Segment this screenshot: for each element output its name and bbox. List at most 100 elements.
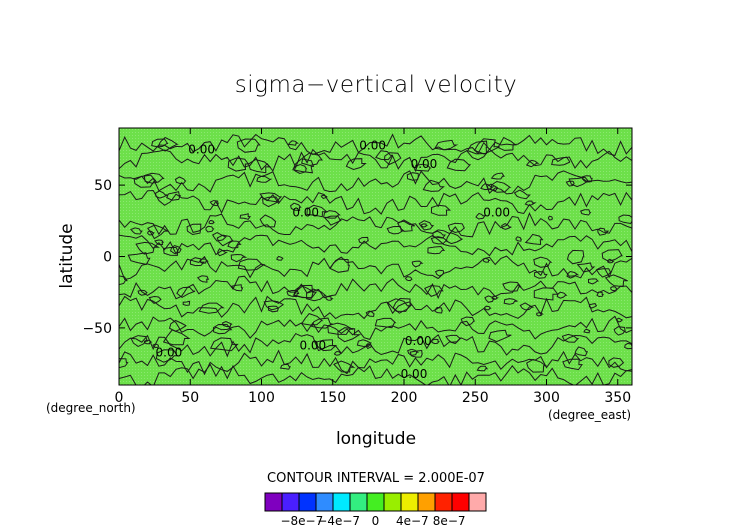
x-tick-label: 150 <box>319 390 346 406</box>
contour-label: 0.00 <box>359 138 386 152</box>
contour-blob <box>561 333 580 343</box>
contour-blob <box>604 274 628 288</box>
contour-blob <box>166 191 181 201</box>
colorbar-swatch <box>383 492 402 512</box>
contour-blob <box>566 270 580 279</box>
contour-blob <box>300 313 324 326</box>
contour-blob <box>566 249 585 265</box>
contour-blob <box>323 215 342 226</box>
contour-blob <box>324 295 334 301</box>
plot-area <box>119 128 632 385</box>
contour-blob <box>320 194 328 199</box>
contour-blob <box>616 317 623 323</box>
contour-blob <box>127 252 151 265</box>
contour-blob <box>551 156 571 166</box>
contour-blob <box>568 176 590 188</box>
contour-blob <box>329 258 350 273</box>
contour-lines <box>119 133 632 385</box>
contour-blob <box>227 157 250 172</box>
contour-blob <box>374 150 394 161</box>
contour-blob <box>306 288 328 302</box>
contour-blob <box>392 297 413 314</box>
contour-blob <box>430 236 449 245</box>
contour-blob <box>205 225 215 233</box>
contour-label: 0.00 <box>292 206 319 220</box>
contour-blob <box>434 269 445 277</box>
colorbar-swatch <box>281 492 300 512</box>
contour-label: 0.00 <box>401 367 428 381</box>
contour-label: 0.00 <box>299 338 326 352</box>
colorbar-tick-label: −8e−7 <box>280 514 323 528</box>
contour-blob <box>189 257 206 267</box>
contour-blob <box>314 339 338 352</box>
contour-label: 0.00 <box>405 334 432 348</box>
contour-blob <box>446 158 472 172</box>
contour-blob <box>610 286 618 292</box>
x-tick-label: 0 <box>115 390 124 406</box>
contour-blob <box>247 158 272 174</box>
contour-blob <box>306 204 328 218</box>
contour-blob <box>580 209 592 216</box>
contour-blob <box>212 232 228 242</box>
contour-blob <box>581 175 593 183</box>
contour-blob <box>503 298 518 305</box>
contour-blob <box>445 231 463 245</box>
colorbar-swatch <box>434 492 453 512</box>
contour-blob <box>162 329 191 346</box>
contour-blob <box>155 349 179 363</box>
contour-blob <box>524 233 544 246</box>
contour-blob <box>601 249 623 262</box>
contour-interval: CONTOUR INTERVAL = 2.000E-07 <box>267 471 485 486</box>
colorbar-swatch <box>451 492 470 512</box>
contour-blob <box>119 358 129 369</box>
contour-blob <box>533 256 553 268</box>
y-tick-label: 50 <box>94 178 112 194</box>
contour-blob <box>356 339 372 347</box>
colorbar-swatch <box>264 492 283 512</box>
contour-blob <box>327 322 355 335</box>
contour-line <box>119 189 632 215</box>
contour-blob <box>482 257 491 263</box>
contour-blob <box>212 323 233 335</box>
y-axis-title: latitude <box>57 223 77 288</box>
chart-title: sigma−vertical velocity <box>235 72 517 98</box>
contour-blob <box>292 158 315 174</box>
contour-blob <box>162 247 179 256</box>
contour-blob <box>608 357 625 368</box>
contour-line <box>119 234 632 257</box>
contour-blob <box>217 248 229 257</box>
contour-blob <box>483 305 492 311</box>
contour-blob <box>176 286 196 299</box>
contour-blob <box>407 348 420 356</box>
contour-blob <box>170 245 182 255</box>
contour-line <box>119 332 632 358</box>
contour-blob <box>209 337 239 352</box>
x-tick-label: 100 <box>248 390 275 406</box>
contour-blob <box>490 180 512 193</box>
contour-blob <box>460 316 475 327</box>
contour-blob <box>519 302 535 311</box>
contour-blob <box>409 349 423 358</box>
contour-line <box>119 349 632 376</box>
contour-blob <box>526 358 548 373</box>
contour-label: 0.00 <box>483 206 510 220</box>
colorbar-tick-label: −4e−7 <box>317 514 360 528</box>
colorbar-swatch <box>417 492 436 512</box>
contour-line <box>119 170 632 195</box>
contour-blob <box>588 278 600 285</box>
contour-blob <box>154 239 165 246</box>
contour-line <box>119 148 632 173</box>
contour-line <box>119 133 632 157</box>
contour-blob <box>427 245 446 255</box>
contour-blob <box>397 219 416 232</box>
contour-blob <box>333 360 356 373</box>
contour-blob <box>430 204 452 216</box>
contour-blob <box>536 312 544 317</box>
contour-blob <box>311 317 333 329</box>
x-unit-label: (degree_east) <box>548 408 631 422</box>
x-tick-label: 200 <box>391 390 418 406</box>
contour-blob <box>293 284 318 299</box>
contour-labels: 0.00 0.00 0.00 0.00 0.00 0.00 0.00 0.00 0.00 <box>156 138 510 380</box>
contour-blob <box>259 214 277 228</box>
colorbar-swatch <box>298 492 317 512</box>
